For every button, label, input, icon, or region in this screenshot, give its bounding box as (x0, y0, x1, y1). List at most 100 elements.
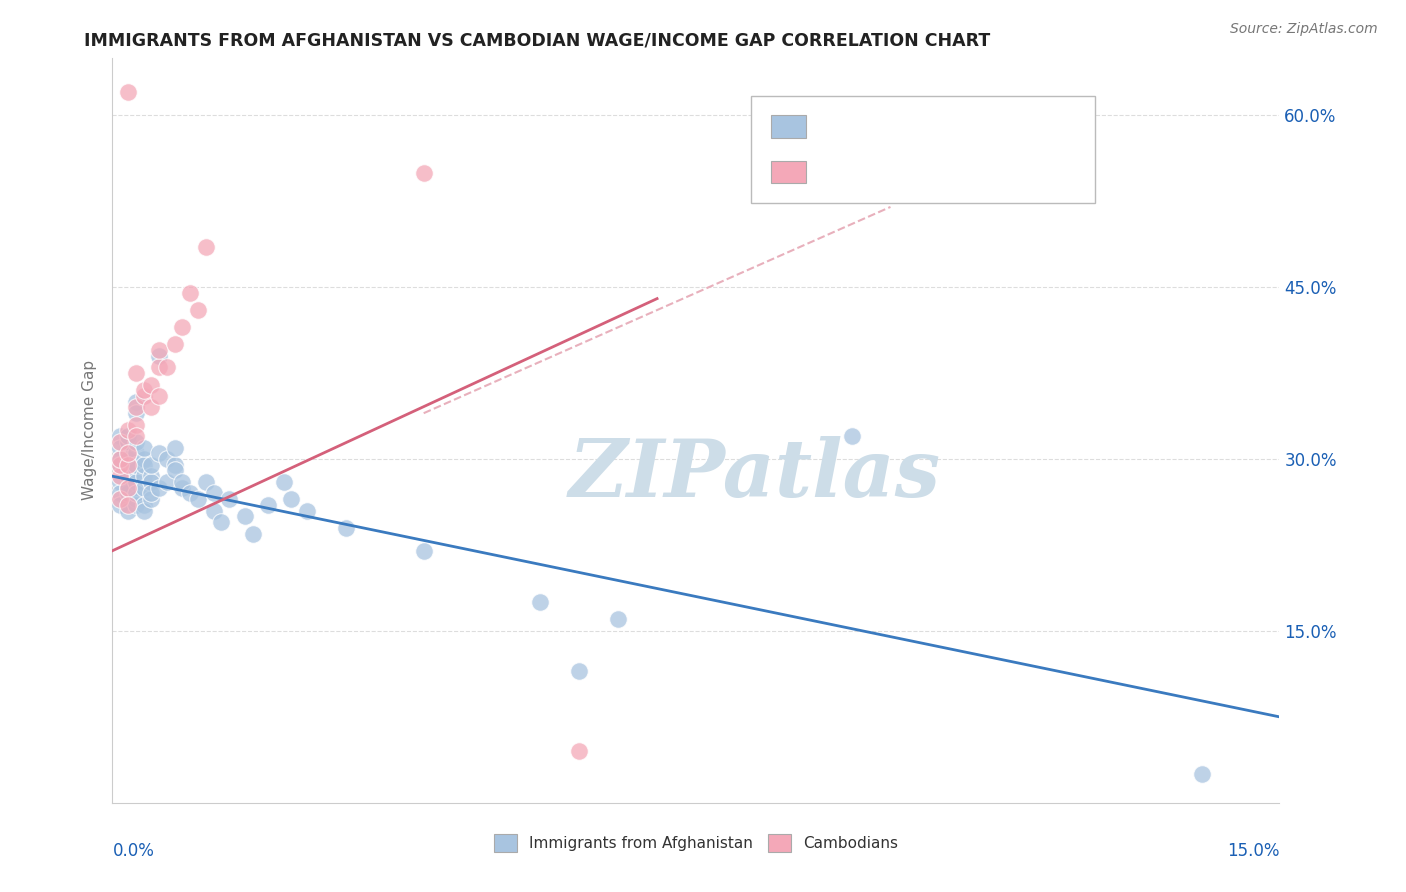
Point (125, 463, 148, 477)
Text: 0.0%: 0.0% (112, 842, 155, 860)
Point (179, 285, 201, 300)
Point (117, 423, 139, 437)
Text: Source: ZipAtlas.com: Source: ZipAtlas.com (1230, 22, 1378, 37)
Point (125, 401, 148, 415)
Point (117, 86, 139, 100)
Point (209, 515, 232, 529)
Point (117, 446, 139, 460)
Point (172, 475, 194, 489)
Point (202, 486, 225, 500)
Point (218, 492, 240, 507)
Point (172, 481, 194, 495)
Point (412, 543, 434, 558)
Point (148, 349, 170, 363)
Point (141, 458, 163, 472)
Point (179, 486, 201, 500)
Point (117, 481, 139, 495)
Point (132, 441, 155, 455)
Point (125, 394, 148, 409)
Point (132, 469, 155, 483)
Point (163, 441, 186, 455)
Point (117, 452, 139, 467)
Point (117, 469, 139, 483)
Point (132, 389, 155, 403)
Point (125, 486, 148, 500)
Point (141, 401, 163, 415)
Point (110, 475, 132, 489)
Point (280, 492, 302, 507)
Point (132, 458, 155, 472)
Point (412, 165, 434, 179)
Point (233, 509, 256, 524)
Point (529, 595, 551, 609)
Point (132, 384, 155, 398)
Text: 15.0%: 15.0% (1227, 842, 1279, 860)
Point (110, 498, 132, 512)
Point (117, 503, 139, 517)
Point (125, 406, 148, 420)
Point (132, 452, 155, 467)
Point (110, 434, 132, 449)
Point (172, 320, 194, 334)
Point (335, 521, 357, 535)
Point (607, 612, 630, 626)
Point (187, 492, 209, 507)
Point (163, 458, 186, 472)
Text: ZIPatlas: ZIPatlas (568, 436, 941, 514)
Text: R =  0.397   N = 30: R = 0.397 N = 30 (815, 163, 993, 181)
Point (125, 429, 148, 443)
Point (163, 463, 186, 477)
Point (125, 492, 148, 507)
Legend: Immigrants from Afghanistan, Cambodians: Immigrants from Afghanistan, Cambodians (488, 828, 904, 858)
Point (125, 434, 148, 449)
Point (568, 664, 591, 678)
Point (117, 458, 139, 472)
Point (194, 475, 217, 489)
Point (163, 337, 186, 351)
Point (156, 452, 179, 467)
Point (1191, 767, 1213, 781)
Point (242, 526, 264, 541)
Point (110, 429, 132, 443)
Point (148, 481, 170, 495)
Point (125, 458, 148, 472)
Point (125, 366, 148, 380)
Text: R = -0.308   N = 67: R = -0.308 N = 67 (815, 118, 993, 136)
Point (125, 498, 148, 512)
Point (117, 458, 139, 472)
Point (568, 744, 591, 758)
Point (117, 481, 139, 495)
Point (117, 486, 139, 500)
Point (110, 458, 132, 472)
Point (132, 481, 155, 495)
Point (125, 446, 148, 460)
Point (148, 360, 170, 375)
Point (125, 475, 148, 489)
Point (257, 498, 280, 512)
Point (141, 469, 163, 483)
Point (841, 429, 863, 443)
Y-axis label: Wage/Income Gap: Wage/Income Gap (82, 360, 97, 500)
Point (110, 458, 132, 472)
Point (156, 360, 179, 375)
Point (110, 452, 132, 467)
Point (156, 475, 179, 489)
Point (132, 503, 155, 517)
Point (117, 429, 139, 443)
Point (132, 498, 155, 512)
Point (141, 486, 163, 500)
Point (187, 303, 209, 318)
Point (125, 417, 148, 432)
Point (141, 377, 163, 392)
Point (194, 240, 217, 254)
Point (110, 492, 132, 507)
Point (110, 441, 132, 455)
Text: IMMIGRANTS FROM AFGHANISTAN VS CAMBODIAN WAGE/INCOME GAP CORRELATION CHART: IMMIGRANTS FROM AFGHANISTAN VS CAMBODIAN… (84, 31, 991, 49)
Point (148, 343, 170, 358)
Point (110, 452, 132, 467)
Point (141, 492, 163, 507)
Point (117, 434, 139, 449)
Point (110, 486, 132, 500)
Point (148, 389, 170, 403)
Point (202, 503, 225, 517)
